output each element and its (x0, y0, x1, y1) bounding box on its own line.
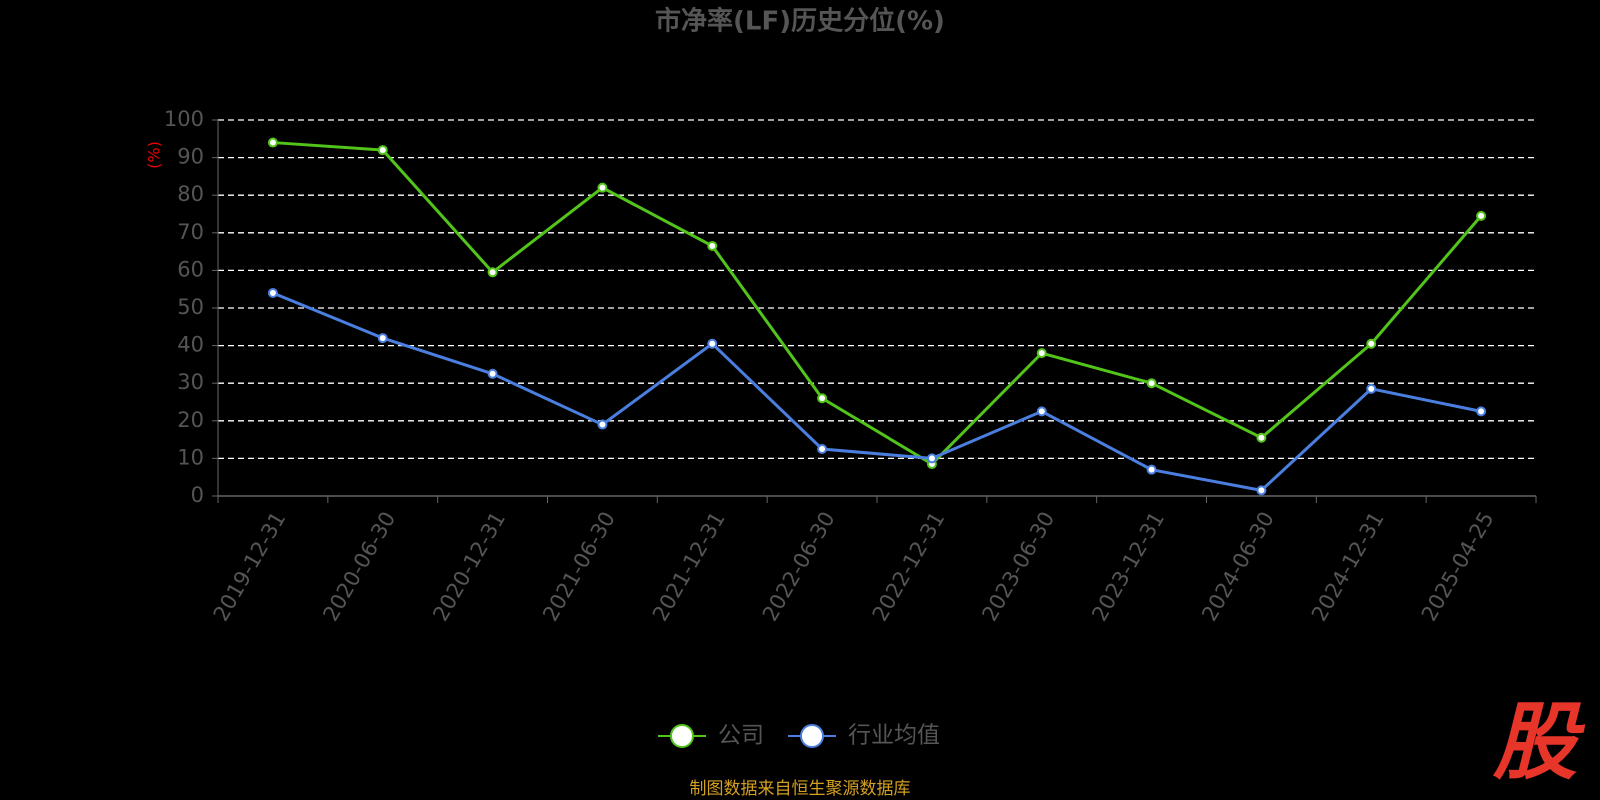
x-tick-label: 2021-12-31 (648, 508, 730, 626)
series-line (272, 291, 1482, 492)
point (1036, 406, 1047, 417)
y-tick-label: 60 (177, 257, 204, 281)
point (597, 182, 608, 193)
y-tick-label: 10 (177, 445, 204, 469)
x-tick-label: 2021-06-30 (538, 508, 620, 626)
source-note: 制图数据来自恒生聚源数据库 (690, 779, 911, 799)
point (707, 338, 718, 349)
point (1146, 464, 1157, 475)
y-tick-label: 100 (164, 107, 204, 131)
legend-marker (800, 724, 824, 748)
y-tick-label: 30 (177, 370, 204, 394)
y-tick-label: 50 (177, 295, 204, 319)
point (487, 267, 498, 278)
legend-marker (670, 724, 694, 748)
legend-label: 公司 (718, 723, 764, 749)
point (1256, 432, 1267, 443)
y-tick-label: 20 (177, 408, 204, 432)
logo: 股 (1492, 693, 1586, 791)
legend-label: 行业均值 (848, 723, 940, 749)
point (377, 333, 388, 344)
point (926, 453, 937, 464)
x-tick-label: 2022-06-30 (758, 508, 840, 626)
point (1366, 338, 1377, 349)
x-tick-label: 2025-04-25 (1417, 508, 1499, 626)
point (817, 444, 828, 454)
x-tick-label: 2024-12-31 (1307, 508, 1389, 626)
y-tick-label: 40 (177, 333, 204, 357)
point (487, 368, 498, 379)
x-tick-label: 2020-06-30 (318, 508, 400, 626)
x-tick-label: 2023-12-31 (1087, 508, 1169, 626)
point (1256, 485, 1267, 496)
point (1476, 406, 1487, 417)
point (1366, 383, 1377, 394)
x-tick-label: 2020-12-31 (428, 508, 510, 626)
point (377, 145, 388, 156)
point (817, 393, 828, 404)
point (707, 240, 718, 251)
x-tick-label: 2024-06-30 (1197, 508, 1279, 626)
chart-title: 市净率(LF)历史分位(%) (655, 6, 945, 37)
point (1036, 348, 1047, 359)
point (267, 287, 278, 298)
point (1476, 210, 1487, 221)
point (597, 419, 608, 430)
x-tick-label: 2023-06-30 (977, 508, 1059, 626)
y-tick-label: 80 (177, 182, 204, 206)
point (1146, 378, 1157, 389)
y-tick-label: 0 (191, 483, 204, 507)
series-line (272, 141, 1483, 466)
y-tick-label: 70 (177, 220, 204, 244)
point (267, 137, 278, 148)
x-tick-label: 2019-12-31 (209, 508, 291, 626)
y-tick-label: 90 (177, 145, 204, 169)
x-tick-label: 2022-12-31 (868, 508, 950, 626)
y-axis-label: (%) (145, 141, 164, 169)
